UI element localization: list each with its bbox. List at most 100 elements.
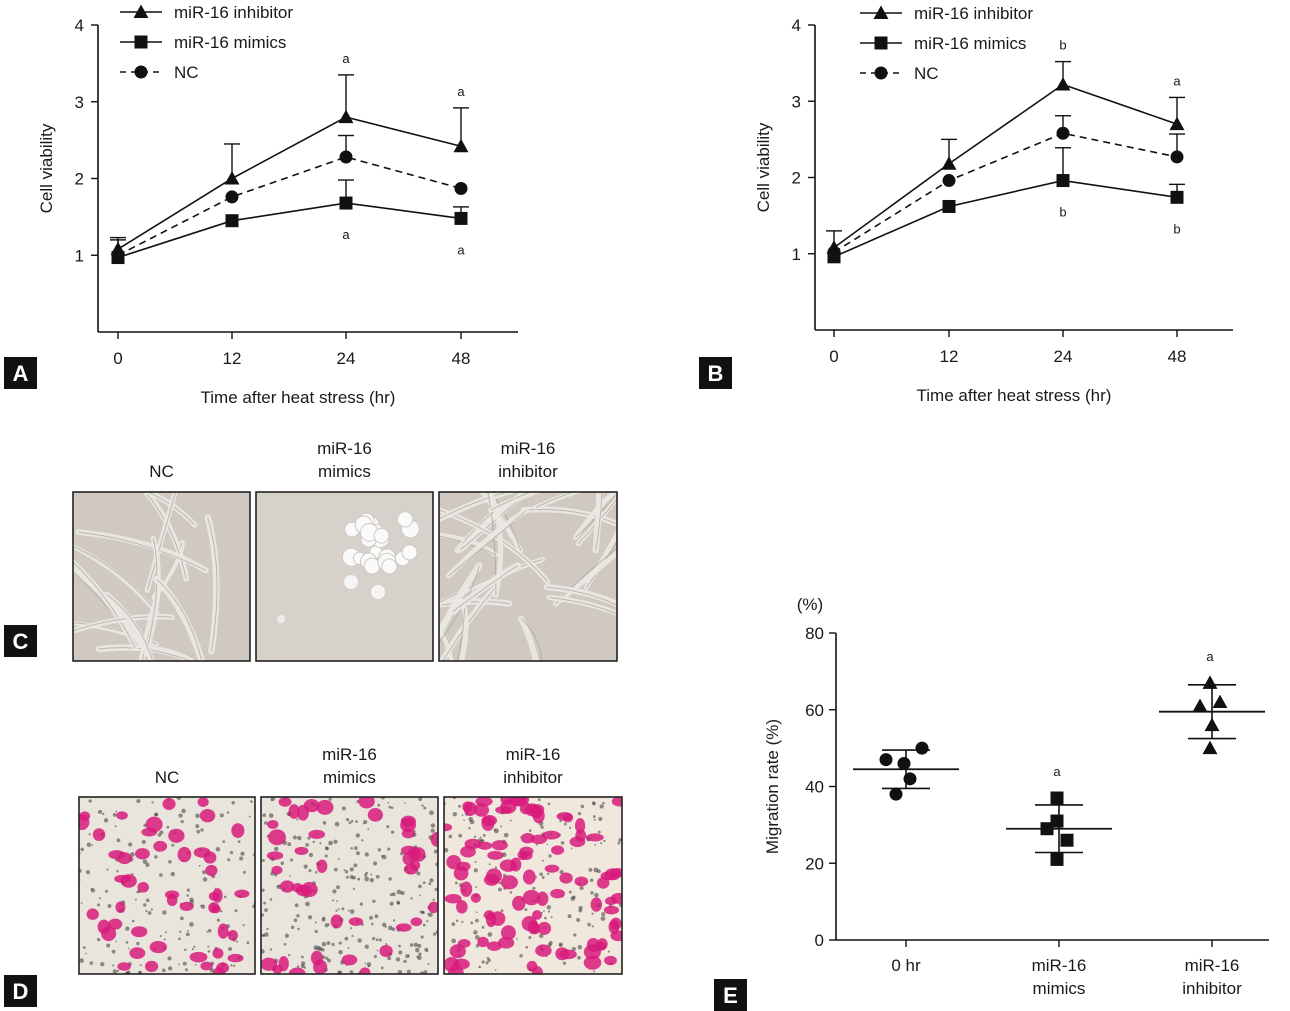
- cell-body: [456, 492, 530, 554]
- cell-edge: [207, 517, 218, 652]
- pore-dot: [219, 813, 224, 818]
- pore-dot: [97, 903, 101, 907]
- pore-dot: [375, 874, 380, 879]
- migrated-cell: [231, 823, 245, 838]
- pore-dot: [116, 969, 120, 973]
- rounded-cell: [381, 558, 398, 575]
- pore-dot: [421, 804, 424, 807]
- pore-dot: [80, 902, 83, 904]
- legend-marker: [133, 4, 149, 18]
- migrated-cell: [477, 936, 489, 948]
- pore-dot: [187, 930, 189, 932]
- pore-dot: [261, 858, 265, 862]
- panel-label-a: A: [13, 361, 29, 386]
- pore-dot: [85, 952, 87, 955]
- pore-dot: [307, 915, 313, 920]
- pore-dot: [547, 910, 551, 913]
- pore-dot: [494, 969, 497, 972]
- rounded-cell: [401, 544, 418, 561]
- migrated-cell: [487, 850, 504, 860]
- significance-annotation: a: [1173, 73, 1181, 88]
- pore-dot: [355, 851, 360, 856]
- pore-dot: [239, 856, 244, 861]
- pore-dot: [283, 942, 287, 946]
- data-point: [1170, 150, 1184, 164]
- pore-dot: [326, 941, 331, 945]
- pore-dot: [154, 855, 158, 859]
- pore-dot: [373, 861, 378, 866]
- pore-dot: [354, 846, 358, 850]
- pore-dot: [473, 930, 478, 935]
- migrated-cell: [585, 833, 604, 842]
- migrated-cell: [217, 923, 229, 939]
- pore-dot: [322, 916, 326, 920]
- panel-c-image-title: inhibitor: [498, 462, 558, 481]
- pore-dot: [588, 867, 593, 872]
- migrated-cell: [212, 948, 224, 959]
- pore-dot: [284, 933, 290, 938]
- pore-dot: [86, 842, 92, 847]
- migrated-cell: [316, 799, 334, 815]
- pore-dot: [428, 882, 432, 886]
- pore-dot: [195, 824, 200, 829]
- pore-dot: [352, 887, 356, 890]
- significance-annotation: b: [1059, 38, 1066, 53]
- pore-dot: [296, 965, 300, 968]
- migrated-cell: [197, 797, 209, 807]
- cell-edge: [523, 508, 617, 525]
- cell-body: [552, 549, 617, 607]
- migrated-cell: [403, 864, 419, 875]
- pore-dot: [227, 858, 231, 862]
- pore-dot: [349, 970, 354, 974]
- pore-dot: [231, 800, 235, 805]
- pore-dot: [161, 968, 166, 973]
- pore-dot: [535, 843, 538, 846]
- migrated-cell: [379, 945, 393, 958]
- pore-dot: [154, 812, 159, 817]
- pore-dot: [115, 810, 118, 813]
- pore-dot: [332, 889, 337, 894]
- data-point: [1202, 740, 1218, 755]
- data-point: [1050, 852, 1064, 866]
- migrated-cell: [444, 957, 460, 972]
- pore-dot: [234, 909, 238, 913]
- pore-dot: [420, 935, 424, 939]
- panel-label-a-box: [4, 357, 37, 389]
- pore-dot: [98, 897, 102, 900]
- pore-dot: [136, 798, 141, 804]
- migrated-cell: [261, 957, 278, 971]
- pore-dot: [569, 826, 572, 829]
- cell-body: [446, 508, 529, 579]
- pore-dot: [116, 870, 119, 873]
- pore-dot: [591, 912, 594, 915]
- pore-dot: [277, 884, 280, 888]
- cell-edge: [144, 492, 187, 579]
- pore-dot: [448, 834, 453, 839]
- pore-dot: [474, 935, 480, 940]
- pore-dot: [184, 968, 188, 972]
- pore-dot: [301, 961, 306, 966]
- pore-dot: [562, 961, 567, 965]
- pore-dot: [269, 898, 273, 901]
- pore-dot: [337, 858, 340, 860]
- pore-dot: [351, 934, 354, 938]
- migrated-cell: [604, 955, 617, 966]
- migrated-cell: [603, 905, 619, 915]
- migrated-cell: [575, 829, 587, 842]
- pore-dot: [296, 818, 299, 821]
- pore-dot: [478, 965, 481, 969]
- pore-dot: [116, 838, 121, 843]
- image-background: [73, 492, 250, 661]
- data-point: [1050, 791, 1064, 805]
- pore-dot: [115, 940, 117, 943]
- image-frame: [72, 491, 251, 662]
- migrated-cell: [486, 941, 502, 951]
- data-point: [827, 250, 841, 264]
- pore-dot: [236, 940, 239, 943]
- series-line: [833, 132, 1178, 253]
- legend-marker: [134, 65, 148, 79]
- pore-dot: [618, 903, 622, 907]
- pore-dot: [168, 860, 172, 864]
- pore-dot: [166, 825, 170, 829]
- migrated-cell: [460, 881, 473, 897]
